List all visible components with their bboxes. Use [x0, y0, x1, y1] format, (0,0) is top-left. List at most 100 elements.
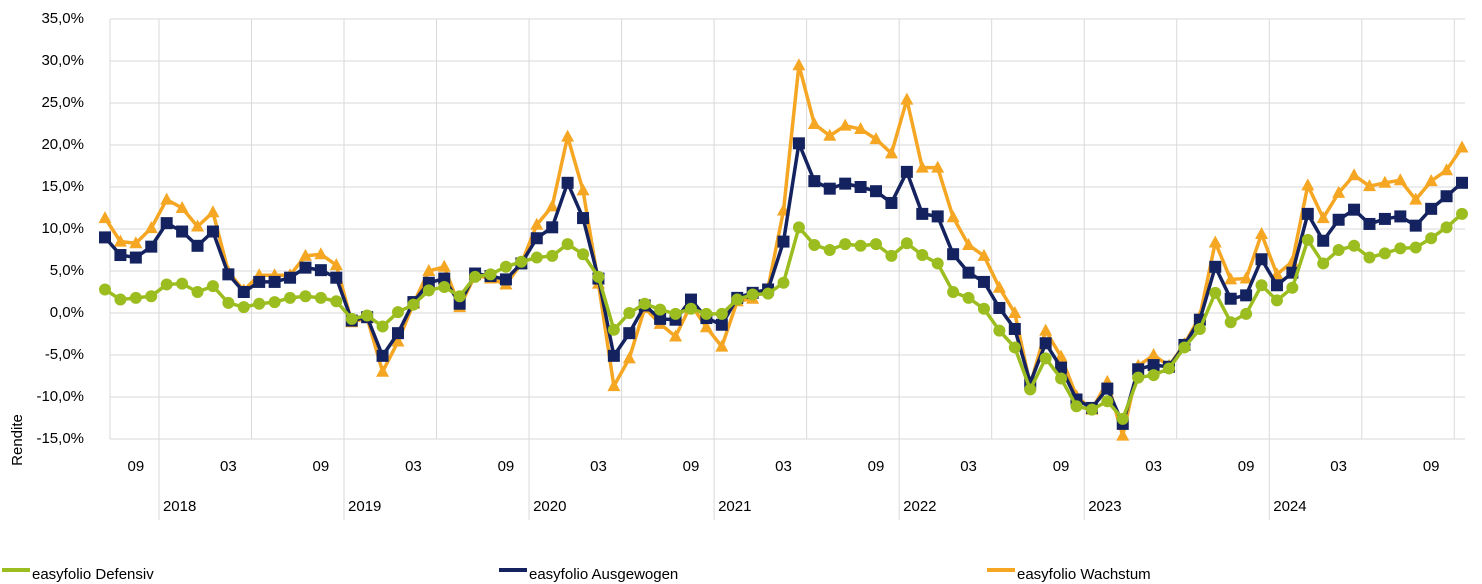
marker [577, 248, 590, 261]
marker [499, 273, 512, 286]
marker [1317, 257, 1330, 270]
marker [437, 259, 451, 272]
marker [129, 291, 142, 304]
marker [113, 234, 127, 247]
marker [1101, 382, 1114, 395]
year-label: 2020 [533, 498, 566, 515]
marker [1255, 227, 1269, 240]
marker [1440, 190, 1453, 203]
marker [1425, 232, 1438, 245]
marker [962, 266, 975, 279]
y-tick-label: 0,0% [50, 304, 84, 321]
marker [1039, 337, 1052, 350]
marker [654, 312, 667, 325]
marker [1270, 279, 1283, 292]
marker [129, 236, 143, 249]
marker [284, 271, 297, 284]
x-tick-label: 03 [775, 458, 792, 475]
marker [623, 327, 636, 340]
marker [947, 248, 960, 261]
marker [792, 137, 805, 150]
marker [1178, 341, 1191, 354]
marker [1208, 235, 1222, 248]
x-tick-label: 03 [1330, 458, 1347, 475]
marker [191, 286, 204, 298]
marker [1348, 203, 1361, 216]
marker [1378, 247, 1391, 260]
marker [299, 261, 312, 274]
marker [1224, 272, 1238, 285]
marker [992, 280, 1006, 293]
marker [376, 320, 389, 333]
marker [145, 240, 158, 253]
marker [823, 182, 836, 195]
marker [1301, 207, 1314, 220]
x-tick-label: 03 [1145, 458, 1162, 475]
marker [1363, 217, 1376, 230]
marker [314, 264, 327, 277]
marker [1209, 260, 1222, 273]
marker [684, 293, 697, 306]
marker [453, 290, 466, 303]
marker [299, 290, 312, 303]
year-label: 2021 [718, 498, 751, 515]
marker [1163, 362, 1176, 375]
marker [144, 221, 158, 234]
marker [1348, 239, 1361, 252]
y-axis-label: Rendite [9, 414, 26, 466]
marker [253, 297, 266, 310]
marker [222, 268, 235, 281]
marker [684, 302, 697, 315]
series-line [103, 63, 1464, 438]
marker [746, 288, 759, 301]
y-tick-label: 10,0% [41, 220, 84, 237]
marker [900, 237, 913, 250]
x-tick-label: 09 [1053, 458, 1070, 475]
marker [422, 264, 436, 276]
marker [1301, 233, 1314, 246]
marker [438, 272, 451, 285]
marker [1193, 322, 1206, 335]
marker [977, 248, 991, 261]
marker [731, 293, 744, 306]
marker [884, 146, 898, 159]
marker [530, 232, 543, 245]
marker [314, 247, 328, 260]
marker [870, 185, 883, 198]
year-label: 2019 [348, 498, 381, 515]
y-tick-label: -10,0% [36, 388, 84, 405]
marker [1147, 348, 1161, 360]
marker [114, 249, 127, 262]
marker [175, 201, 189, 213]
marker [916, 207, 929, 220]
marker [1132, 371, 1145, 384]
marker [931, 257, 944, 270]
marker [176, 277, 189, 290]
marker [885, 196, 898, 209]
marker [869, 132, 883, 145]
marker [160, 217, 173, 230]
marker [160, 278, 173, 291]
marker [376, 349, 389, 362]
marker [329, 258, 343, 271]
marker [191, 239, 204, 252]
marker [206, 205, 220, 218]
marker [607, 323, 620, 336]
x-tick-label: 09 [498, 458, 515, 475]
marker [699, 320, 713, 333]
marker [1224, 292, 1237, 305]
marker [1239, 271, 1253, 284]
marker [792, 221, 805, 234]
marker [391, 327, 404, 340]
marker [854, 239, 867, 252]
x-tick-label: 09 [1238, 458, 1255, 475]
x-tick-label: 03 [960, 458, 977, 475]
marker [839, 238, 852, 251]
marker [330, 271, 343, 284]
marker [1024, 383, 1037, 396]
x-tick-label: 09 [868, 458, 885, 475]
marker [1424, 174, 1438, 187]
marker [1116, 428, 1130, 441]
marker [1440, 221, 1453, 234]
